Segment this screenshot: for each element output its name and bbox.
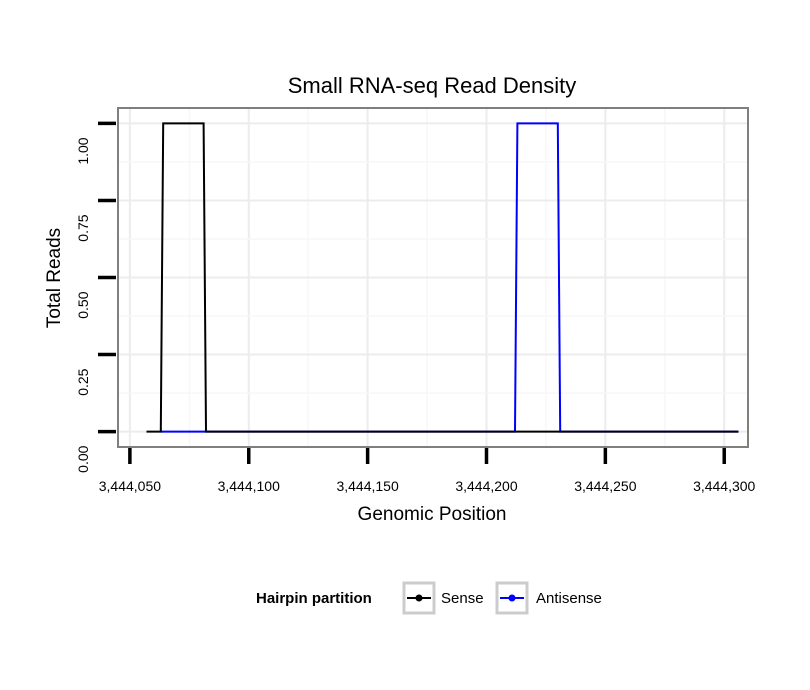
y-axis: 0.00 0.25 0.50 0.75 1.00 xyxy=(75,121,116,473)
legend-label-antisense: Antisense xyxy=(536,590,602,607)
x-tick-label: 3,444,050 xyxy=(99,478,161,494)
y-tick-label: 1.00 xyxy=(75,137,91,164)
grid-lines xyxy=(118,108,748,447)
y-axis-title: Total Reads xyxy=(44,228,65,328)
series-line-sense xyxy=(146,122,739,433)
x-tick-label: 3,444,200 xyxy=(455,478,517,494)
legend-label-sense: Sense xyxy=(441,590,484,607)
x-tick-label: 3,444,250 xyxy=(574,478,636,494)
y-tick-label: 0.00 xyxy=(75,445,91,472)
chart-title: Small RNA-seq Read Density xyxy=(288,73,577,98)
x-tick-label: 3,444,100 xyxy=(218,478,280,494)
y-tick-label: 0.25 xyxy=(75,368,91,395)
legend-item-antisense: Antisense xyxy=(495,581,602,615)
legend-swatch-point-antisense xyxy=(508,594,516,602)
x-axis-title: Genomic Position xyxy=(358,504,507,525)
series-lines xyxy=(146,122,739,433)
x-axis: 3,444,050 3,444,100 3,444,150 3,444,200 3,44… xyxy=(99,448,756,494)
legend-swatch-point-sense xyxy=(415,594,423,602)
legend: Hairpin partition Sense Antisense xyxy=(256,581,602,615)
plot-border xyxy=(117,107,749,448)
x-tick-label: 3,444,150 xyxy=(336,478,398,494)
x-tick-label: 3,444,300 xyxy=(693,478,755,494)
legend-title: Hairpin partition xyxy=(256,590,372,607)
y-tick-label: 0.50 xyxy=(75,291,91,318)
legend-item-sense: Sense xyxy=(402,581,484,615)
y-tick-label: 0.75 xyxy=(75,214,91,241)
